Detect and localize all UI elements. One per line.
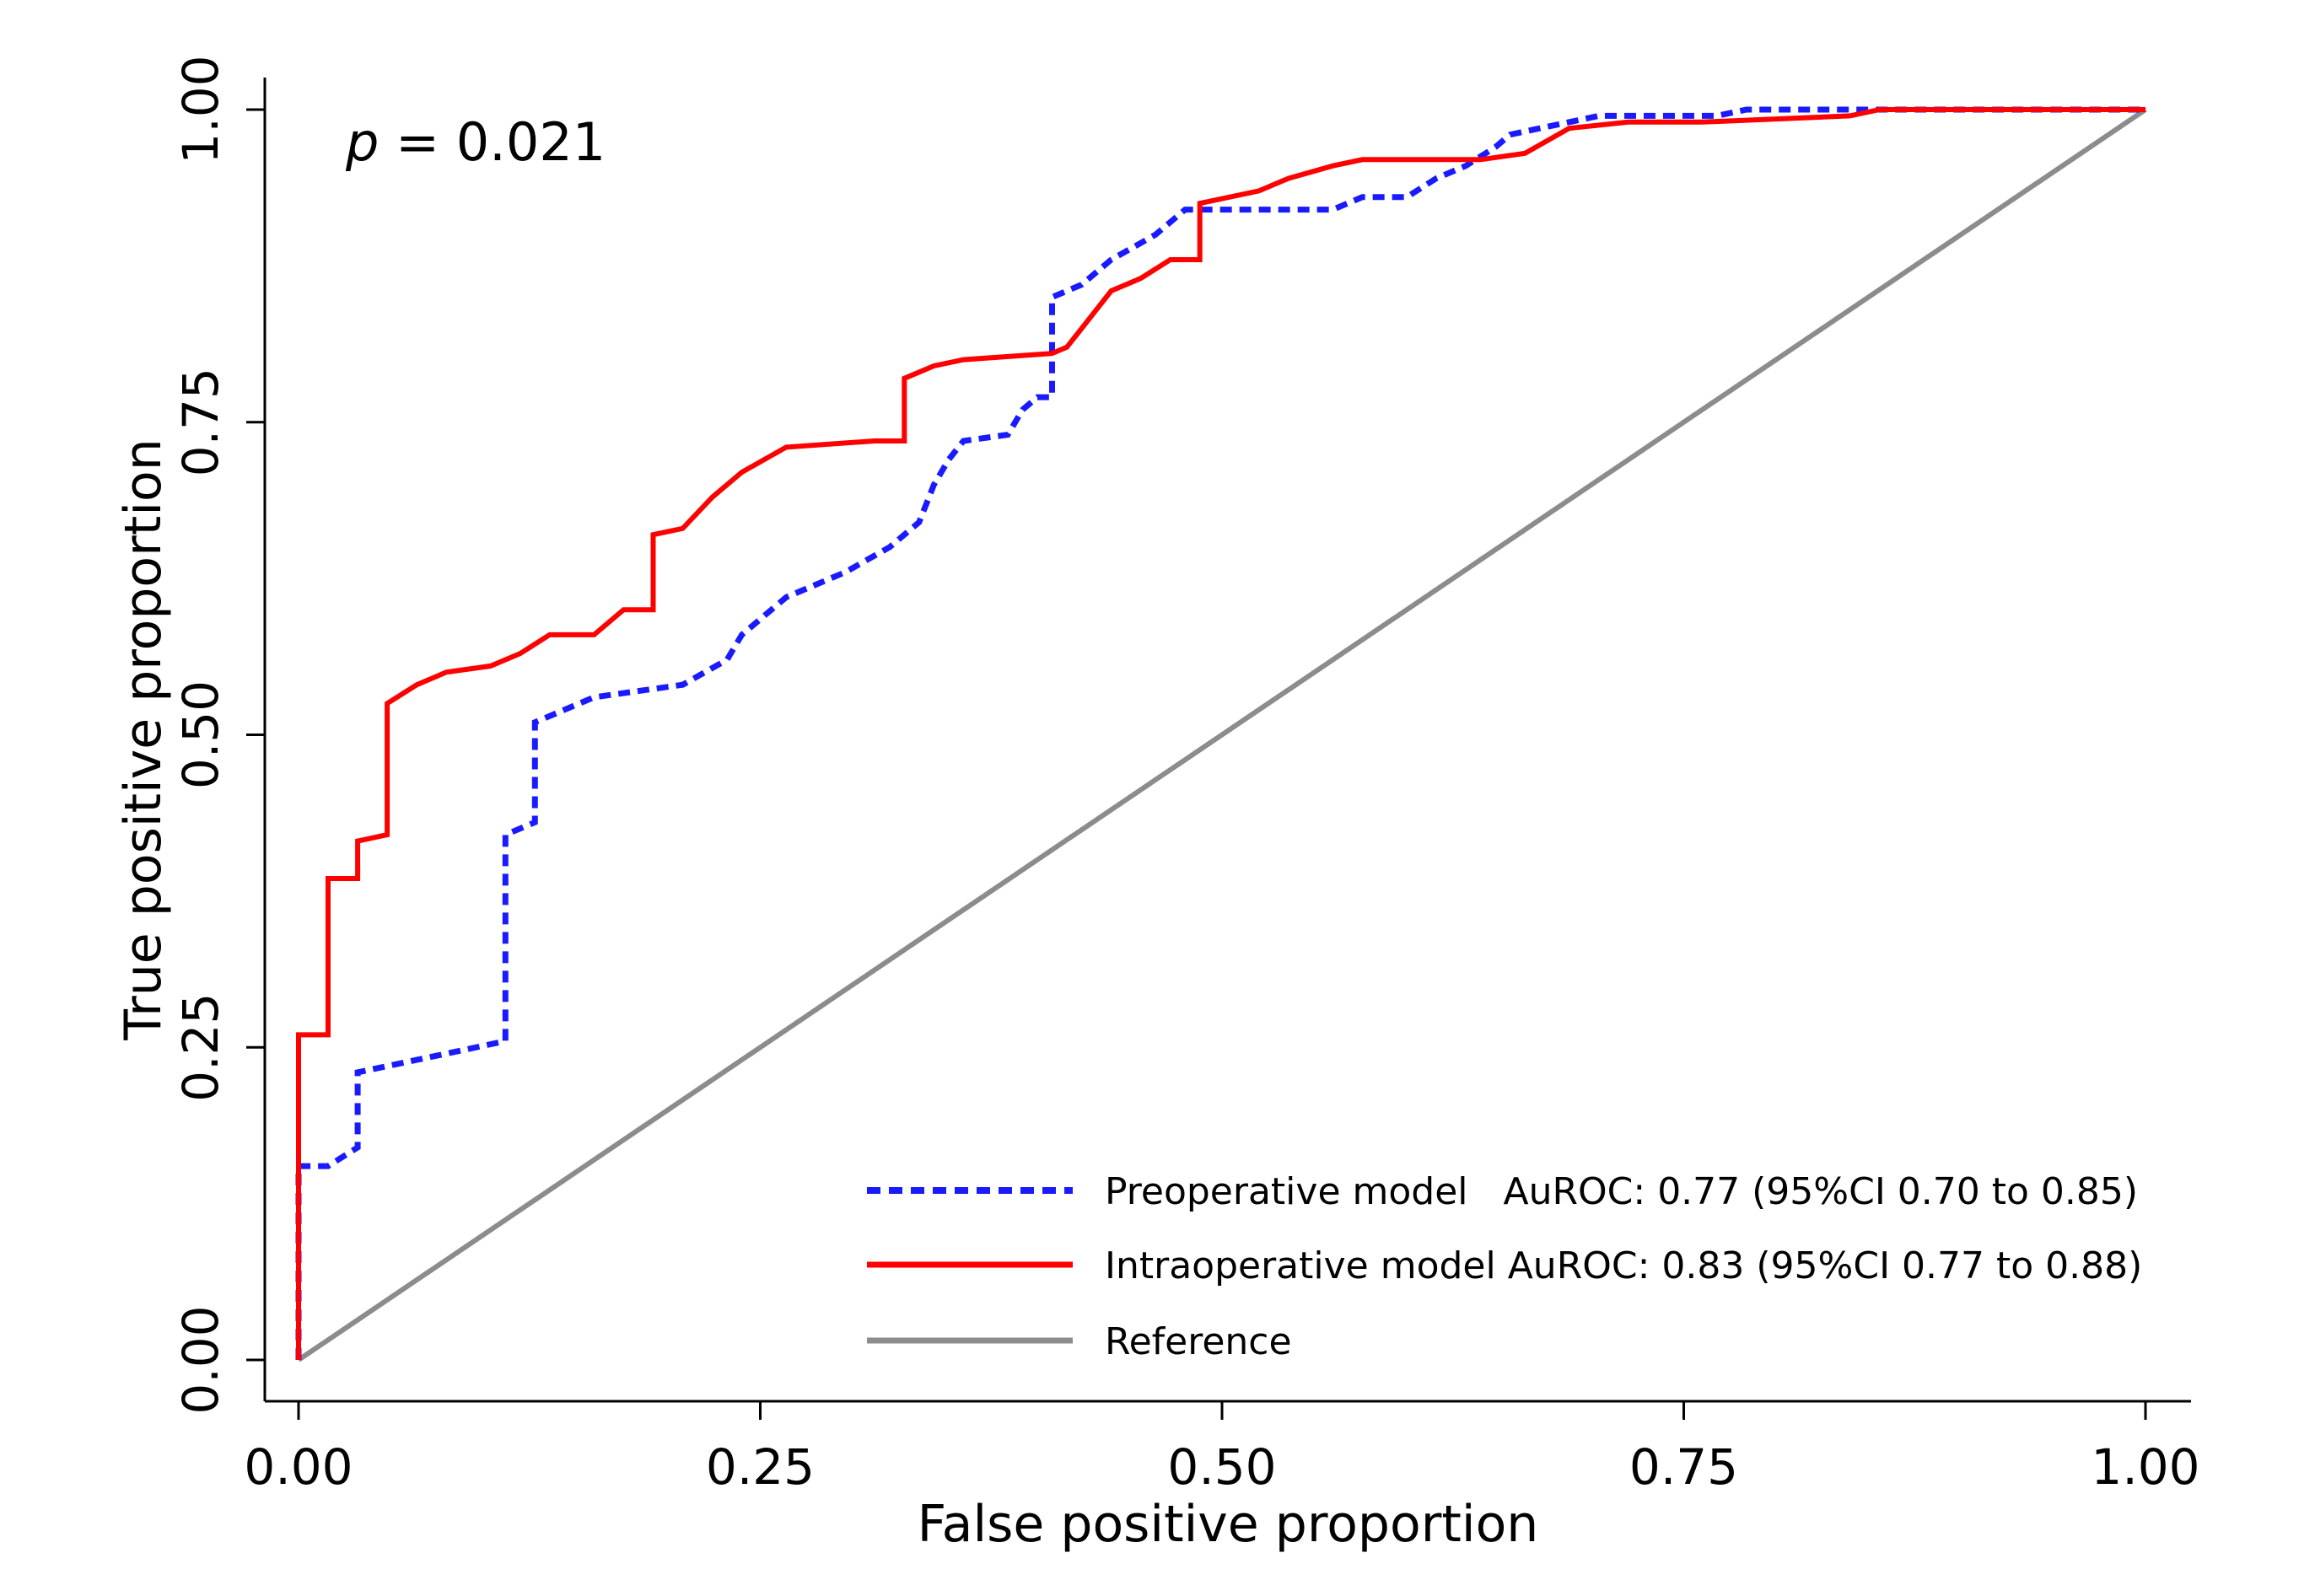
series-line-intraoperative — [296, 107, 2145, 1360]
x-tick-label: 0.25 — [706, 1438, 815, 1496]
y-tick-label: 1.00 — [172, 55, 229, 164]
y-tick-label: 0.75 — [172, 368, 229, 476]
legend: Preoperative model AuROC: 0.77 (95%CI 0.… — [867, 1170, 2142, 1363]
p-value-annotation: p = 0.021 — [345, 111, 606, 173]
series-line-reference — [297, 107, 2147, 1362]
x-tick-label: 1.00 — [2091, 1438, 2199, 1496]
series-layer — [295, 106, 2147, 1362]
x-tick-label: 0.75 — [1629, 1438, 1738, 1496]
legend-label-intraoperative: Intraoperative model AuROC: 0.83 (95%CI … — [1105, 1244, 2142, 1287]
legend-label-reference: Reference — [1105, 1320, 1292, 1363]
y-tick-label: 0.50 — [172, 680, 229, 789]
series-line-preoperative — [295, 106, 2145, 1360]
p-value-text: = 0.021 — [379, 111, 606, 173]
y-tick-label: 0.00 — [172, 1305, 229, 1414]
x-tick-label: 0.00 — [244, 1438, 353, 1496]
y-tick-label: 0.25 — [172, 993, 229, 1102]
x-axis-label: False positive proportion — [918, 1495, 1539, 1554]
legend-label-preoperative: Preoperative model AuROC: 0.77 (95%CI 0.… — [1105, 1170, 2138, 1213]
x-tick-label: 0.50 — [1167, 1438, 1276, 1496]
y-axis-label: True positive proportion — [114, 438, 173, 1040]
p-italic: p — [345, 111, 379, 173]
axis-ticks: 0.00 0.25 0.50 0.75 1.00 0.00 0.25 0.50 0.75 1.00 — [172, 55, 2200, 1496]
